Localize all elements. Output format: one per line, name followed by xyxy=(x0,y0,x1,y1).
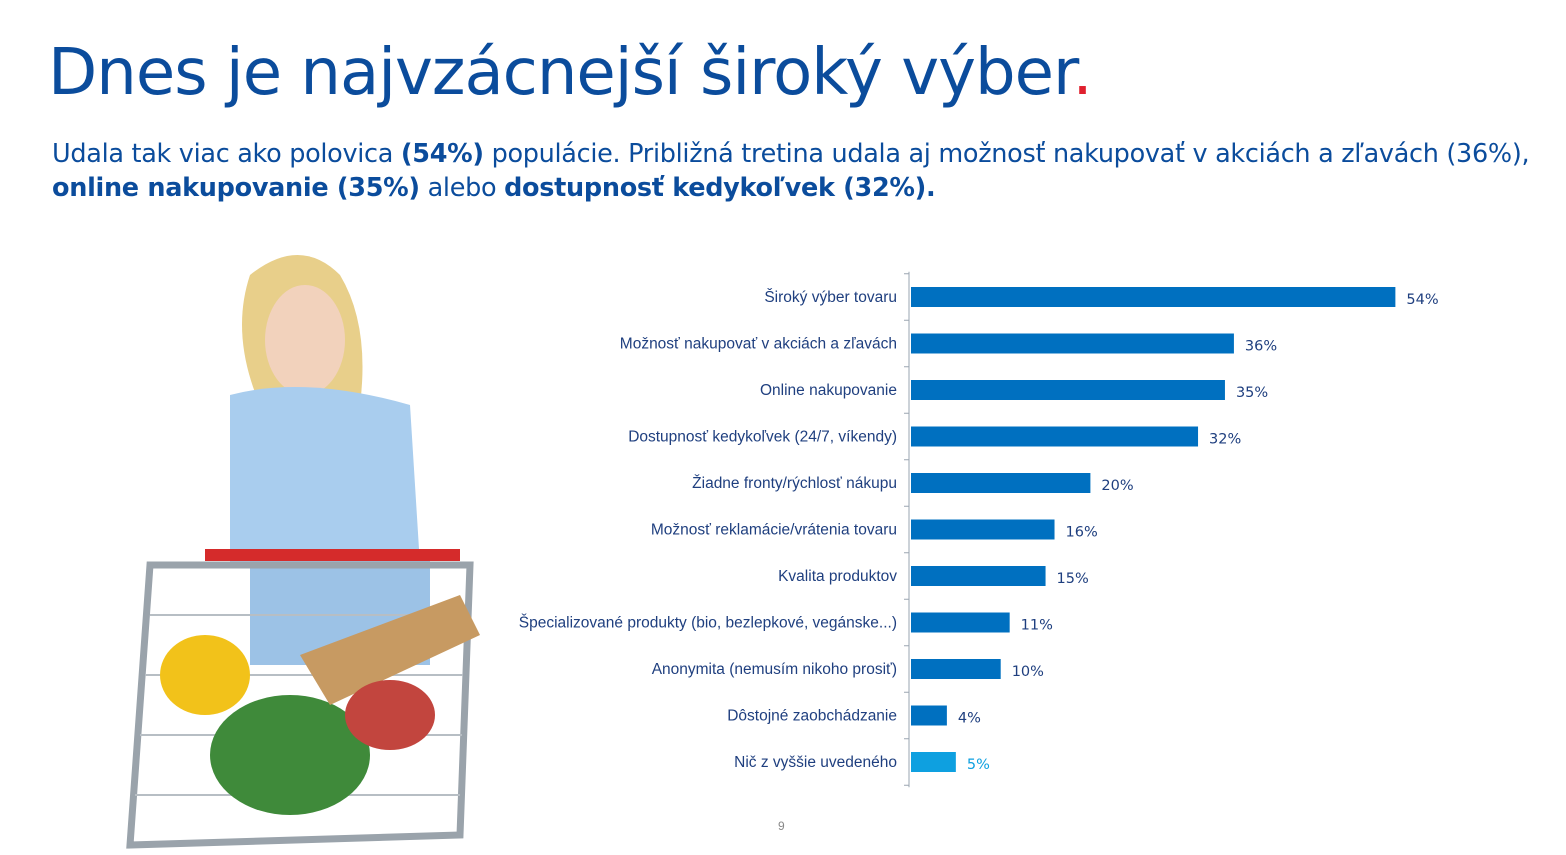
woman-with-cart-photo xyxy=(126,255,480,849)
subtitle-bold: dostupnosť kedykoľvek (32%). xyxy=(504,173,936,203)
bar xyxy=(911,287,1396,307)
subtitle-part: populácie. Približná tretina udala aj mo… xyxy=(483,139,1530,169)
category-label: Dôstojné zaobchádzanie xyxy=(727,708,897,725)
data-label: 11% xyxy=(1021,618,1053,634)
category-label: Nič z vyššie uvedeného xyxy=(734,754,897,771)
data-label: 32% xyxy=(1209,432,1241,448)
subtitle: Udala tak viac ako polovica (54%) populá… xyxy=(52,137,1532,205)
category-label: Online nakupovanie xyxy=(760,382,897,399)
data-label: 54% xyxy=(1406,292,1438,308)
subtitle-part: Udala tak viac ako polovica xyxy=(52,139,401,169)
title-dot: . xyxy=(1072,36,1092,110)
data-label: 35% xyxy=(1236,385,1268,401)
bar xyxy=(911,705,947,726)
bar xyxy=(911,752,956,772)
category-label: Žiadne fronty/rýchlosť nákupu xyxy=(692,475,897,492)
bar xyxy=(911,380,1225,400)
bar xyxy=(911,566,1046,586)
data-label: 5% xyxy=(967,757,990,773)
bar xyxy=(911,333,1234,354)
data-label: 4% xyxy=(958,711,981,727)
category-label: Špecializované produkty (bio, bezlepkové… xyxy=(519,615,897,632)
title-text: Dnes je najvzácnejší široký výber xyxy=(48,36,1073,110)
page-title: Dnes je najvzácnejší široký výber. xyxy=(48,36,1093,110)
category-label: Dostupnosť kedykoľvek (24/7, víkendy) xyxy=(628,429,897,446)
page-number: 9 xyxy=(778,819,785,833)
bar xyxy=(911,473,1091,493)
category-label: Možnosť nakupovať v akciách a zľavách xyxy=(620,336,897,353)
data-label: 36% xyxy=(1245,339,1277,355)
subtitle-part: alebo xyxy=(419,173,505,203)
data-label: 20% xyxy=(1101,478,1133,494)
category-label: Anonymita (nemusím nikoho prosiť) xyxy=(652,661,897,678)
bar xyxy=(911,612,1010,633)
subtitle-bold: (54%) xyxy=(400,139,484,169)
category-label: Kvalita produktov xyxy=(778,568,897,585)
data-label: 10% xyxy=(1012,664,1044,680)
data-label: 15% xyxy=(1057,571,1089,587)
subtitle-bold: online nakupovanie (35%) xyxy=(52,173,420,203)
bar xyxy=(911,659,1001,679)
category-label: Možnosť reklamácie/vrátenia tovaru xyxy=(651,522,897,539)
bar xyxy=(911,426,1199,447)
bar xyxy=(911,519,1055,540)
data-label: 16% xyxy=(1066,525,1098,541)
category-label: Široký výber tovaru xyxy=(764,289,897,306)
